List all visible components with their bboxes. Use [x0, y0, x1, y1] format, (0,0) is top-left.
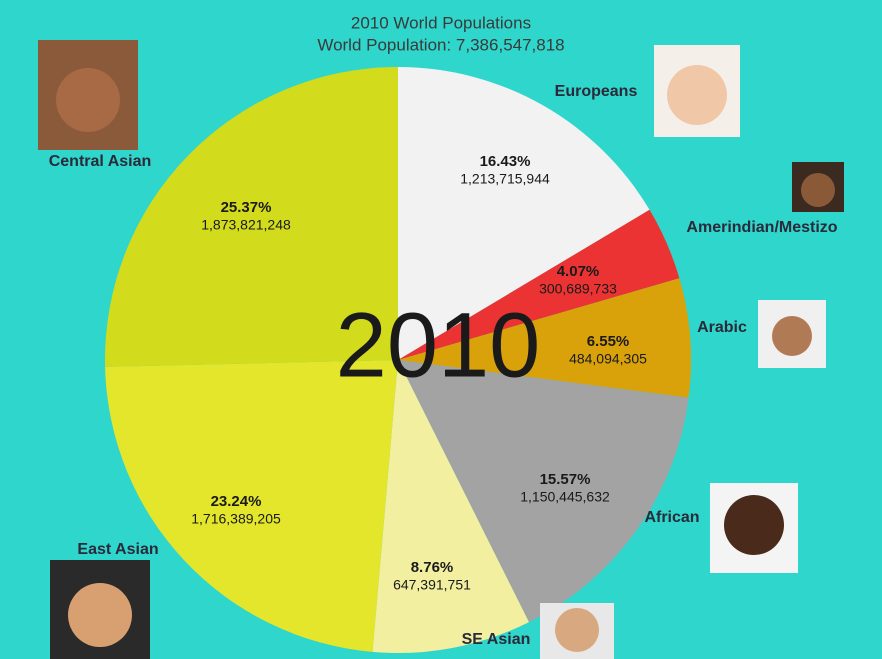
- portrait: [38, 40, 138, 150]
- value-label: 6.55%: [587, 333, 630, 350]
- pie-slice: [105, 360, 398, 652]
- value-label: 16.43%: [480, 153, 531, 170]
- population-label: 300,689,733: [539, 281, 617, 297]
- chart-title: 2010 World Populations: [351, 13, 531, 32]
- category-label: Amerindian/Mestizo: [686, 219, 837, 236]
- population-label: 647,391,751: [393, 577, 471, 593]
- category-label: Arabic: [697, 319, 747, 336]
- portrait: [792, 162, 844, 212]
- category-label: SE Asian: [462, 631, 531, 648]
- portrait: [710, 483, 798, 573]
- population-label: 1,873,821,248: [201, 217, 291, 233]
- portrait: [758, 300, 826, 368]
- portrait: [540, 603, 614, 659]
- value-label: 8.76%: [411, 559, 454, 576]
- pie-slice: [398, 278, 691, 398]
- value-label: 4.07%: [557, 263, 600, 280]
- pie-slice: [105, 67, 398, 367]
- value-label: 23.24%: [211, 493, 262, 510]
- pie: [105, 67, 691, 653]
- pie-slice: [372, 360, 529, 653]
- pie-slice: [398, 209, 680, 360]
- category-label: East Asian: [77, 541, 158, 558]
- population-label: 1,716,389,205: [191, 511, 281, 527]
- category-label: Europeans: [555, 83, 638, 100]
- pie-slice: [398, 67, 650, 360]
- category-label: African: [644, 509, 699, 526]
- value-label: 25.37%: [221, 199, 272, 216]
- center-label: 2010: [336, 294, 541, 396]
- pie-slice: [398, 360, 689, 623]
- population-label: 1,213,715,944: [460, 171, 550, 187]
- portrait: [50, 560, 150, 659]
- value-label: 15.57%: [540, 471, 591, 488]
- portraits: [38, 40, 844, 659]
- chart-subtitle: World Population: 7,386,547,818: [317, 35, 564, 54]
- population-label: 484,094,305: [569, 351, 647, 367]
- portrait: [654, 45, 740, 137]
- category-label: Central Asian: [49, 153, 152, 170]
- population-label: 1,150,445,632: [520, 489, 610, 505]
